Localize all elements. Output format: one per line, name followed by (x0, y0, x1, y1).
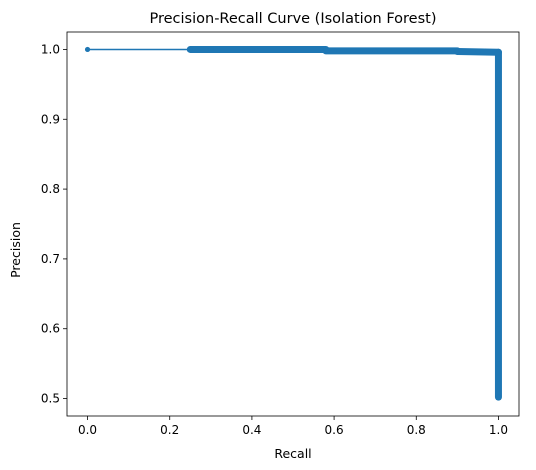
y-tick-label-0: 0.5 (41, 392, 60, 406)
series-point-4 (290, 46, 296, 53)
series-point-16 (495, 221, 502, 227)
y-axis-label: Precision (8, 222, 23, 278)
x-tick-label-4: 0.8 (407, 423, 426, 437)
chart-title: Precision-Recall Curve (Isolation Forest… (150, 11, 437, 27)
y-tick-label-3: 0.8 (41, 182, 60, 196)
y-tick-label-1: 0.6 (41, 322, 60, 336)
series-point-8 (413, 48, 419, 54)
y-tick-label-5: 1.0 (41, 42, 60, 56)
x-tick-label-5: 1.0 (489, 423, 508, 437)
x-tick-label-2: 0.4 (242, 423, 261, 437)
y-tick-label-2: 0.7 (41, 252, 60, 266)
x-tick-label-1: 0.2 (160, 423, 179, 437)
series-point-18 (495, 291, 502, 297)
series-point-12 (495, 81, 502, 87)
series-point-11 (495, 49, 502, 55)
series-point-21 (495, 394, 502, 400)
series-point-20 (495, 361, 502, 367)
series-point-10 (475, 48, 481, 55)
series-point-14 (495, 151, 502, 157)
series-point-2 (208, 46, 214, 53)
axes-frame (66, 31, 520, 417)
x-tick-label-3: 0.6 (325, 423, 344, 437)
series-point-13 (495, 116, 502, 122)
x-tick-label-0: 0.0 (78, 423, 97, 437)
series-point-7 (372, 48, 378, 54)
series-point-19 (495, 326, 502, 332)
y-tick-label-4: 0.9 (41, 112, 60, 126)
series-point-3 (249, 46, 255, 53)
plot-area: 0.0 0.2 0.4 0.6 0.8 1.0 0.5 0.6 0.7 0.8 0.9 1.0 (41, 31, 520, 437)
series-point-9 (454, 48, 460, 55)
series-point-5 (323, 47, 329, 53)
series-point-17 (495, 256, 502, 262)
series-point-15 (495, 186, 502, 192)
series-point-6 (331, 48, 337, 54)
series-point-1 (187, 46, 193, 53)
series-point-0 (84, 46, 91, 53)
x-axis-label: Recall (274, 446, 311, 461)
